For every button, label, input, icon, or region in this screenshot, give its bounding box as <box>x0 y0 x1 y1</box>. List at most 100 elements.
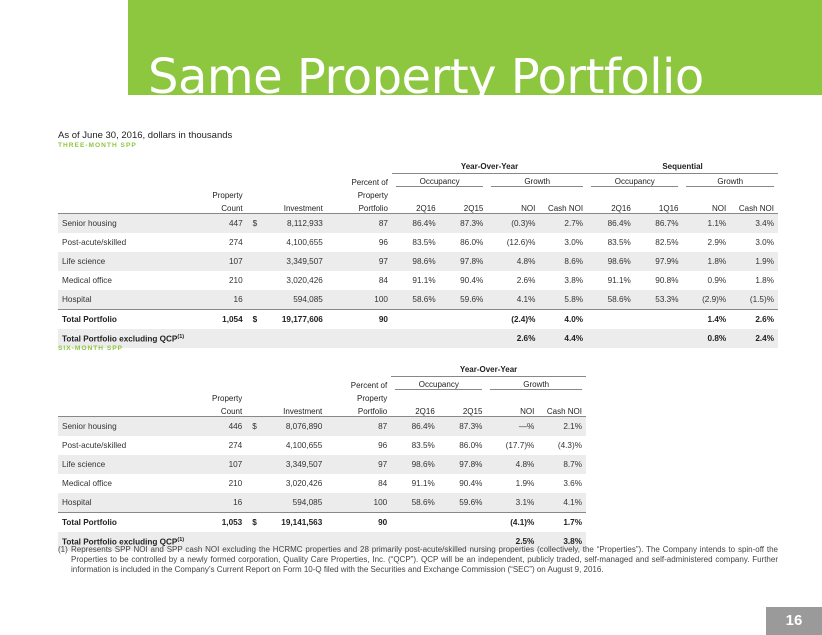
row-label-text: Life science <box>62 460 106 469</box>
value-cell: 59.6% <box>439 290 488 310</box>
row-label: Total Portfolio excluding QCP(1) <box>58 532 186 551</box>
subgroup-occupancy: Occupancy <box>591 177 679 187</box>
dollar-sign-cell <box>247 233 262 252</box>
value-cell: 4.8% <box>487 252 540 271</box>
row-label-text: Senior housing <box>62 422 117 431</box>
percent-cell: 100 <box>326 493 392 513</box>
value-cell: 90.8% <box>655 276 679 285</box>
value-cell: 2.4% <box>730 329 778 348</box>
row-label-text: Total Portfolio excluding QCP <box>62 537 178 547</box>
six-month-table: Year-Over-Year Percent of Occupancy Grow… <box>58 362 586 551</box>
group-header-yoy: Year-Over-Year <box>391 159 588 174</box>
row-label-text: Life science <box>62 257 106 266</box>
investment-cell: 8,112,933 <box>261 213 327 233</box>
property-count-cell: 446 <box>185 416 247 436</box>
percent-cell: 87 <box>326 416 392 436</box>
col-header-cash-noi: Cash NOI <box>539 200 588 214</box>
value-cell: 1.8% <box>755 276 774 285</box>
value-cell: 91.1% <box>411 479 435 488</box>
value-cell: 8.6% <box>539 252 588 271</box>
subgroup-growth: Growth <box>490 380 582 390</box>
percent-cell: 97 <box>326 252 392 271</box>
value-cell: 86.4% <box>391 416 439 436</box>
value-cell: 2.6% <box>516 276 536 285</box>
empty-cell <box>185 329 392 348</box>
page-number: 16 <box>766 607 822 635</box>
value-cell <box>391 532 439 551</box>
investment-cell: 8,076,890 <box>261 416 327 436</box>
value-cell: 98.6% <box>391 455 439 474</box>
value-cell: (4.3)% <box>557 441 582 450</box>
page-subtitle: As of June 30, 2016, dollars in thousand… <box>58 130 233 141</box>
page-title: Same Property Portfolio <box>148 49 704 95</box>
col-header-cash-noi: Cash NOI <box>538 403 586 417</box>
value-cell: 3.0% <box>755 238 774 247</box>
col-header-noi: NOI <box>486 403 539 417</box>
footnote-marker: (1) <box>58 545 68 554</box>
col-header-investment: Investment <box>246 403 327 417</box>
row-label-text: Post-acute/skilled <box>62 238 127 247</box>
value-cell: 2.1% <box>538 416 586 436</box>
value-cell: 90.4% <box>459 479 483 488</box>
table-row: Life science 107 3,349,507 97 98.6% 97.8% 4.8%… <box>58 455 586 474</box>
percent-cell: 97 <box>326 455 392 474</box>
value-cell: 3.8% <box>538 532 586 551</box>
value-cell: 3.0% <box>564 238 584 247</box>
value-cell: 59.6% <box>438 493 487 513</box>
value-cell: 86.4% <box>391 213 440 233</box>
value-cell: 86.4% <box>587 213 635 233</box>
col-header-percent-1: Percent of <box>350 381 388 390</box>
value-cell: 86.0% <box>460 238 484 247</box>
section-label-three-month: THREE-MONTH SPP <box>58 142 137 149</box>
footnote: (1) Represents SPP NOI and SPP cash NOI … <box>58 545 778 575</box>
row-label: Post-acute/skilled <box>58 436 186 455</box>
value-cell: 3.4% <box>730 213 778 233</box>
table-row: Post-acute/skilled 274 4,100,655 96 83.5% 86.… <box>58 233 778 252</box>
subgroup-growth: Growth <box>686 177 774 187</box>
value-cell: 0.9% <box>707 276 727 285</box>
value-cell: 1.4% <box>682 309 731 329</box>
value-cell: 97.9% <box>634 252 683 271</box>
value-cell: (4.1)% <box>486 512 539 532</box>
value-cell: 3.1% <box>486 493 539 513</box>
value-cell: 97.8% <box>439 252 488 271</box>
dollar-sign-cell <box>247 271 262 290</box>
table-row: Senior housing 447 $8,112,933 87 86.4% 87.3%(… <box>58 213 778 233</box>
subgroup-occupancy: Occupancy <box>395 177 484 187</box>
property-count-cell: 210 <box>228 276 243 285</box>
col-header-percent-2: Property <box>357 191 388 200</box>
row-label-text: Hospital <box>62 498 92 507</box>
subgroup-occupancy: Occupancy <box>395 380 483 390</box>
value-cell: 87.3% <box>439 213 488 233</box>
value-cell: 87.3% <box>438 416 487 436</box>
three-month-table: Year-Over-Year Sequential Percent of Occ… <box>58 159 778 348</box>
dollar-sign-cell <box>246 252 262 271</box>
value-cell: 4.1% <box>487 290 540 310</box>
value-cell <box>439 329 488 348</box>
col-header-percent-3: Portfolio <box>326 403 392 417</box>
col-header-count: Count <box>185 200 247 214</box>
value-cell: 98.6% <box>391 252 440 271</box>
col-header-property-1: Property <box>212 191 243 200</box>
value-cell: 98.6% <box>587 252 635 271</box>
percent-cell: 96 <box>378 441 388 450</box>
investment-cell: 594,085 <box>261 493 327 513</box>
table-row: Medical office 210 3,020,426 84 91.1% 90.4% 1.… <box>58 474 586 493</box>
value-cell: 3.8% <box>564 276 584 285</box>
col-header-percent-3: Portfolio <box>326 200 392 214</box>
row-label: Medical office <box>58 474 186 493</box>
total-excluding-row: Total Portfolio excluding QCP(1) 2.5% 3.8% <box>58 532 586 551</box>
value-cell: 5.8% <box>539 290 588 310</box>
investment-cell: 19,177,606 <box>261 309 327 329</box>
investment-cell: 3,020,426 <box>285 479 323 488</box>
dollar-sign-cell: $ <box>246 309 262 329</box>
value-cell: (1.5)% <box>730 290 778 310</box>
col-header-1q16: 1Q16 <box>634 200 683 214</box>
row-label: Hospital <box>58 493 186 513</box>
value-cell: 4.4% <box>539 329 588 348</box>
footnote-ref: (1) <box>177 333 185 340</box>
col-header-noi-seq: NOI <box>682 200 731 214</box>
value-cell <box>391 309 440 329</box>
value-cell <box>439 309 488 329</box>
value-cell <box>391 512 439 532</box>
